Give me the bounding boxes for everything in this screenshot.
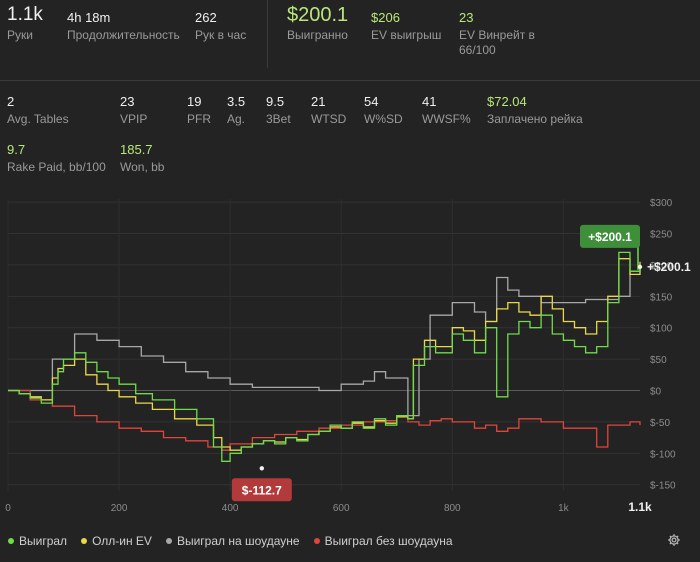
stat-3bet: 9.5 3Bet: [266, 94, 291, 127]
legend-label: Выиграл на шоудауне: [176, 534, 300, 548]
stat-label: PFR: [187, 112, 211, 126]
y-tick-label: $150: [650, 292, 673, 303]
stat-label: WWSF%: [422, 112, 471, 126]
stat-wsd: 54 W%SD: [364, 94, 403, 127]
stat-value: 185.7: [120, 142, 153, 157]
y-tick-label: $-100: [650, 449, 676, 460]
legend-dot: [165, 538, 172, 544]
x-tick-label: 1.1k: [628, 500, 652, 514]
y-tick-label: $-150: [650, 481, 676, 492]
stat-rake-paid: $72.04 Заплачено рейка: [487, 94, 583, 127]
x-tick-label: 800: [444, 503, 461, 514]
stat-avg-tables: 2 Avg. Tables: [7, 94, 69, 127]
stat-value: $200.1: [287, 4, 349, 26]
gear-icon[interactable]: [667, 533, 681, 547]
y-tick-label: $0: [650, 387, 662, 398]
legend-dot: [313, 538, 320, 544]
legend-dot: [8, 538, 14, 544]
stat-value: 4h 18m: [67, 10, 111, 25]
stat-value: 41: [422, 94, 437, 109]
stat-label: EV выигрыш: [371, 28, 442, 42]
stat-label: Avg. Tables: [7, 112, 69, 126]
horizontal-divider: [0, 80, 700, 81]
stat-value: 1.1k: [7, 4, 43, 25]
stat-label: 3Bet: [266, 112, 291, 126]
max-badge-label: +$200.1: [588, 230, 632, 244]
stat-ev-winrate: 23 EV Винрейт в 66/100: [459, 10, 535, 58]
stat-value: 21: [311, 94, 326, 109]
legend-label: Олл-ин EV: [92, 534, 152, 548]
stat-label: EV Винрейт в: [459, 28, 535, 42]
series-line: [8, 389, 641, 451]
stat-label: Rake Paid, bb/100: [7, 160, 106, 174]
x-tick-label: 600: [333, 503, 350, 514]
stat-label: WTSD: [311, 112, 347, 126]
legend-item-allin-ev[interactable]: Олл-ин EV: [81, 534, 152, 548]
y-tick-label: $-50: [650, 418, 670, 429]
stat-rake-bb100: 9.7 Rake Paid, bb/100: [7, 142, 106, 175]
vertical-divider: [267, 0, 268, 68]
stat-value: 23: [459, 10, 474, 25]
stat-value: 9.7: [7, 142, 26, 157]
legend-item-no-showdown[interactable]: Выиграл без шоудауна: [313, 534, 453, 548]
stat-value: 19: [187, 94, 202, 109]
stat-wtsd: 21 WTSD: [311, 94, 346, 127]
stat-won: $200.1 Выигранно: [287, 4, 348, 43]
series-line: [8, 264, 641, 417]
legend-label: Выиграл: [19, 534, 68, 548]
stat-value: 2: [7, 94, 15, 109]
stat-value: $72.04: [487, 94, 527, 109]
stat-hands-per-hour: 262 Рук в час: [195, 10, 246, 43]
legend-dot: [81, 538, 88, 544]
stat-ev-won: $206 EV выигрыш: [371, 10, 441, 43]
stat-hands: 1.1k Руки: [7, 4, 43, 43]
stat-value: 9.5: [266, 94, 285, 109]
series-line: [8, 251, 641, 462]
stat-value: $206: [371, 10, 400, 25]
min-point: [259, 466, 265, 471]
stat-won-bb: 185.7 Won, bb: [120, 142, 164, 175]
y-tick-label: $50: [650, 355, 667, 366]
stat-value: 3.5: [227, 94, 246, 109]
stat-label: Выигранно: [287, 28, 348, 42]
x-tick-label: 1k: [558, 503, 570, 514]
x-tick-label: 0: [5, 503, 11, 514]
stat-label-line2: 66/100: [459, 43, 496, 57]
y-tick-label: $250: [650, 230, 673, 241]
legend-item-won[interactable]: Выиграл: [8, 534, 67, 548]
stat-value: 54: [364, 94, 379, 109]
stat-aggression: 3.5 Ag.: [227, 94, 245, 127]
max-badge: [580, 224, 640, 248]
stat-label: Заплачено рейка: [487, 112, 583, 126]
stat-label: Ag.: [227, 112, 246, 126]
stat-vpip: 23 VPIP: [120, 94, 147, 127]
legend-label: Выиграл без шоудауна: [324, 534, 453, 548]
profit-chart: $300 $250 $200 $150 $100 $50 $0 $-50 $-100 $-150 0…: [5, 198, 691, 514]
x-tick-label: 400: [222, 503, 239, 514]
y-tick-label: $300: [650, 198, 673, 209]
legend-item-showdown[interactable]: Выиграл на шоудауне: [165, 534, 300, 548]
y-tick-label: $100: [650, 324, 673, 335]
end-point: [637, 264, 643, 270]
stat-label: Won, bb: [120, 160, 165, 174]
end-value-label: +$200.1: [647, 260, 691, 274]
stat-label: VPIP: [120, 112, 148, 126]
x-tick-label: 200: [111, 503, 128, 514]
chart-legend: Выиграл Олл-ин EV Выиграл на шоудауне Вы…: [8, 534, 453, 548]
min-badge: [231, 478, 292, 502]
stat-label: Продолжительность: [67, 28, 180, 42]
stat-label: Руки: [7, 28, 33, 42]
y-tick-label: $200: [650, 261, 673, 272]
stat-value: 262: [195, 10, 217, 25]
stat-value: 23: [120, 94, 135, 109]
min-badge-label: $-112.7: [242, 483, 282, 497]
stat-label: W%SD: [364, 112, 403, 126]
stat-pfr: 19 PFR: [187, 94, 211, 127]
stat-wwsf: 41 WWSF%: [422, 94, 471, 127]
stat-duration: 4h 18m Продолжительность: [67, 10, 180, 43]
stat-label: Рук в час: [195, 28, 247, 42]
